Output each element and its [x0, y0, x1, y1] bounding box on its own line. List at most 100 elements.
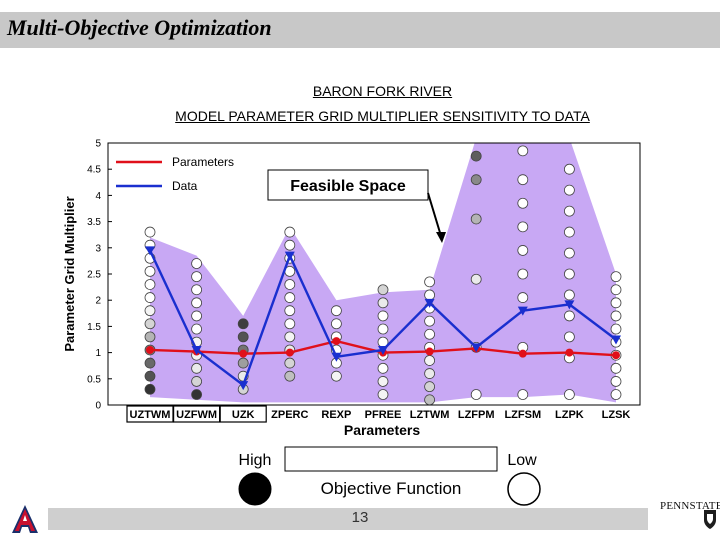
objective-point: [191, 271, 203, 283]
series-point-parameters: [285, 348, 294, 357]
series-point-parameters: [146, 345, 154, 354]
y-tick-label: 2.5: [87, 270, 101, 281]
y-axis-label: Parameter Grid Multiplier: [62, 196, 77, 351]
objective-point: [424, 368, 436, 379]
footer-bar: [48, 508, 648, 530]
objective-point: [330, 318, 342, 330]
objective-point: [144, 265, 156, 277]
x-tick-label: LZFSM: [504, 409, 541, 421]
objective-point: [610, 362, 622, 374]
series-point-data: [238, 381, 249, 391]
objective-point: [144, 383, 156, 395]
objective-point: [564, 247, 575, 259]
x-tick-label: LZSK: [602, 409, 631, 421]
objective-point: [424, 276, 436, 288]
series-point-parameters: [565, 348, 574, 357]
x-tick-label: UZTWM: [130, 409, 171, 421]
objective-point: [610, 297, 622, 309]
objective-low-marker: [507, 472, 541, 506]
objective-point: [610, 284, 622, 296]
objective-function-caption: Objective Function: [321, 479, 462, 498]
slide-title: Multi-Objective Optimization: [7, 15, 272, 40]
objective-point: [424, 289, 436, 301]
series-point-parameters: [612, 351, 620, 360]
series-point-data: [145, 246, 155, 256]
pennstate-wordmark: PENNSTATE: [660, 500, 720, 512]
y-tick-label: 0.5: [87, 374, 101, 385]
callout-arrow-line: [427, 192, 442, 237]
objective-point: [144, 226, 156, 238]
objective-point: [424, 328, 436, 340]
objective-point: [517, 145, 529, 157]
series-point-parameters: [425, 347, 434, 356]
chart-title: BARON FORK RIVER: [312, 83, 453, 99]
feasible-space-area: [150, 143, 616, 403]
y-tick-label: 3: [95, 243, 101, 254]
objective-point: [191, 258, 203, 269]
series-point-parameters: [518, 349, 527, 358]
objective-point: [377, 362, 389, 374]
series-point-data: [284, 251, 295, 261]
objective-point: [191, 284, 203, 296]
objective-point: [191, 376, 203, 387]
objective-point: [330, 305, 342, 317]
objective-point: [377, 323, 389, 335]
y-tick-label: 1: [95, 348, 101, 359]
callout-arrow-head: [436, 232, 446, 243]
series-point-data: [471, 343, 482, 353]
legend-label-parameters: Parameters: [172, 155, 234, 169]
objective-point: [144, 357, 156, 369]
objective-point: [564, 268, 575, 280]
objective-point: [330, 370, 342, 382]
objective-point: [284, 239, 296, 251]
objective-point: [237, 357, 249, 369]
y-tick-label: 0: [95, 401, 101, 412]
objective-point: [610, 310, 622, 322]
objective-point: [517, 197, 529, 209]
objective-point: [144, 292, 156, 303]
objective-point: [610, 271, 622, 283]
objective-point: [517, 174, 529, 186]
pennstate-logo: [704, 510, 716, 529]
objective-point: [144, 318, 156, 330]
category-box: [219, 405, 267, 423]
x-tick-label: UZFWM: [176, 409, 217, 421]
objective-point: [564, 389, 575, 400]
objective-point: [564, 163, 575, 175]
series-point-data: [424, 298, 435, 308]
objective-point: [610, 389, 622, 400]
objective-point: [284, 279, 296, 290]
y-tick-label: 5: [95, 139, 101, 150]
x-tick-label: UZK: [232, 409, 255, 421]
y-tick-label: 3.5: [87, 217, 101, 228]
chart-subtitle: MODEL PARAMETER GRID MULTIPLIER SENSITIV…: [175, 108, 590, 124]
series-point-data: [191, 345, 202, 355]
objective-point: [284, 292, 296, 303]
series-point-parameters: [239, 349, 248, 358]
objective-point: [564, 289, 575, 301]
objective-point: [284, 331, 296, 343]
series-point-data: [517, 306, 528, 316]
objective-high-marker: [238, 472, 272, 506]
objective-point: [424, 355, 436, 366]
objective-point: [564, 226, 575, 238]
x-tick-label: LZPK: [555, 409, 584, 421]
series-point-parameters: [332, 337, 341, 346]
objective-point: [470, 174, 482, 186]
objective-point: [564, 205, 575, 217]
objective-point: [470, 389, 482, 400]
objective-point: [470, 150, 482, 162]
objective-point: [191, 297, 203, 309]
objective-point: [144, 331, 156, 343]
objective-point: [191, 323, 203, 335]
objective-point: [517, 245, 529, 256]
series-point-data: [378, 345, 388, 355]
x-axis-label: Parameters: [344, 422, 420, 438]
series-point-data: [564, 300, 575, 310]
page-number: 13: [351, 509, 369, 526]
objective-point: [377, 284, 389, 296]
objective-high-label: High: [239, 452, 272, 469]
x-tick-label: ZPERC: [271, 409, 308, 421]
objective-point: [144, 279, 156, 290]
